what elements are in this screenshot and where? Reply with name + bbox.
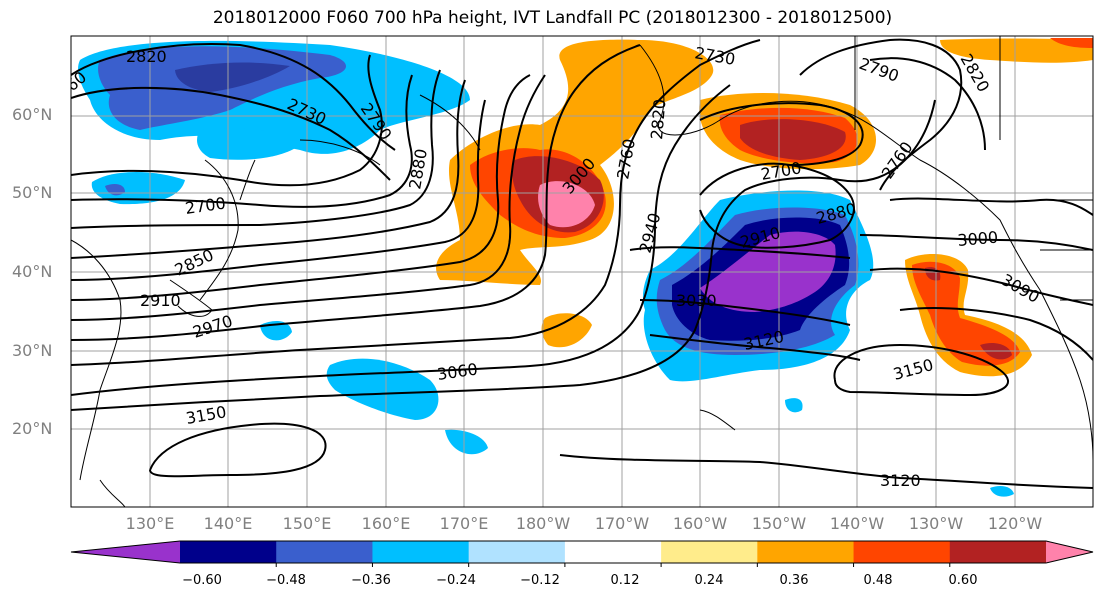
lon-label: 120°W [987, 514, 1043, 533]
lon-label: 170°W [594, 514, 650, 533]
contour-label: 2820 [647, 98, 669, 140]
colorbar-segment [564, 541, 662, 563]
colorbar-segment [276, 541, 373, 563]
lon-label: 130°E [125, 514, 175, 533]
colorbar [70, 540, 1094, 567]
colorbar-extend-min [71, 541, 180, 563]
colorbar-label: 0.24 [694, 573, 724, 588]
colorbar-extend-max [1046, 541, 1093, 563]
lat-label: 30°N [12, 341, 53, 360]
lon-label: 150°E [282, 514, 332, 533]
colorbar-segment [180, 541, 277, 563]
gridlines [71, 36, 1093, 507]
colorbar-label: −0.60 [182, 573, 222, 588]
colorbar-segment [853, 541, 951, 563]
shading-sw-cyan [990, 486, 1014, 497]
shading-central-orange-small [541, 313, 592, 348]
colorbar-label: −0.24 [436, 573, 476, 588]
colorbar-label: −0.36 [351, 573, 391, 588]
colorbar-segment [372, 541, 470, 563]
contour-label: 2910 [140, 291, 181, 310]
shading-ne-orange [940, 38, 1093, 63]
lon-label: 160°W [672, 514, 728, 533]
shading-japan-sea-blue [91, 171, 185, 205]
colorbar-segment [661, 541, 758, 563]
contour-label: 3030 [676, 291, 717, 310]
shading-ne-red [1050, 38, 1093, 48]
lon-label: 170°E [439, 514, 489, 533]
map-title: 2018012000 F060 700 hPa height, IVT Land… [212, 8, 893, 28]
colorbar-segment [468, 541, 566, 563]
colorbar-segment [757, 541, 855, 563]
contour-label: 2820 [126, 47, 167, 66]
colorbar-label: −0.48 [266, 573, 306, 588]
lon-label: 150°W [751, 514, 807, 533]
shading-ep-cyan-small [785, 398, 803, 413]
lat-label: 60°N [12, 105, 53, 124]
lon-label: 160°E [361, 514, 411, 533]
shading-e-red [912, 261, 1020, 366]
lon-label: 140°W [829, 514, 885, 533]
shading-sub-cyan2 [445, 429, 488, 455]
colorbar-label: 0.60 [948, 573, 978, 588]
lat-label: 20°N [12, 419, 53, 438]
shading-nw-darkblue [175, 62, 290, 92]
colorbar-label: 0.12 [610, 573, 640, 588]
height-contours [71, 38, 1093, 489]
lat-label: 40°N [12, 262, 53, 281]
colorbar-segment [949, 541, 1047, 563]
lat-label: 50°N [12, 183, 53, 202]
colorbar-outline [70, 540, 1094, 564]
contour-label: 3120 [880, 471, 921, 490]
shading-nw-cyan-strip [197, 128, 300, 160]
shading-alaska-darkred [740, 119, 846, 160]
lon-label: 180°W [515, 514, 571, 533]
lon-label: 130°W [908, 514, 964, 533]
colorbar-label: 0.48 [863, 573, 893, 588]
coastlines [71, 36, 1093, 507]
contour-label: 3000 [957, 228, 999, 250]
colorbar-label: 0.36 [779, 573, 809, 588]
map-frame [70, 35, 1094, 508]
lon-label: 140°E [203, 514, 253, 533]
colorbar-label: −0.12 [520, 573, 560, 588]
